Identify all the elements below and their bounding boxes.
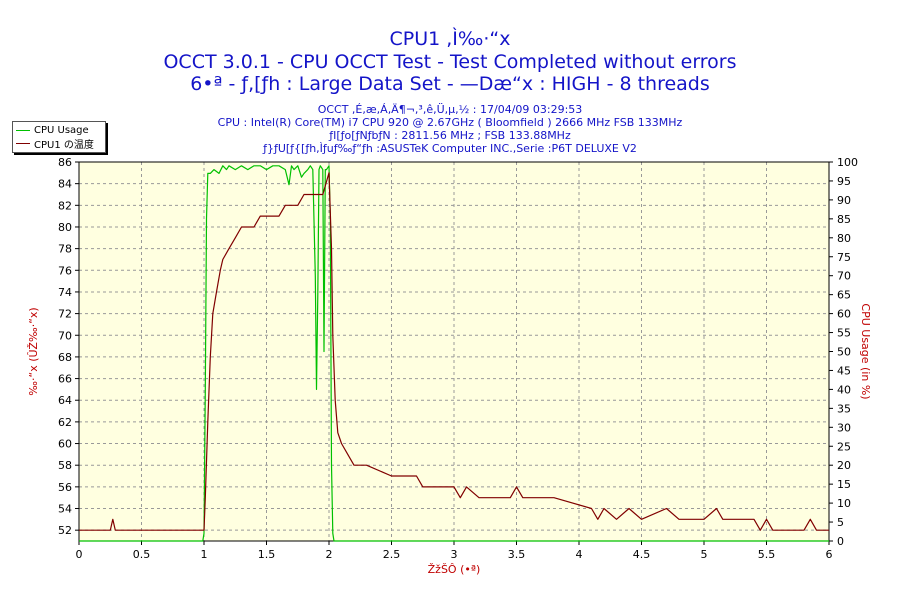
y-left-tick-label-16: 84 xyxy=(58,178,72,191)
chart-title: CPU1 ,Ì‰·“x xyxy=(389,28,511,50)
series-line-cpu-temp xyxy=(79,172,829,531)
chart-legend: CPU Usage CPU1 の温度 xyxy=(12,121,106,153)
y-left-tick-label-1: 54 xyxy=(58,503,72,516)
chart-subtitle-test: OCCT 3.0.1 - CPU OCCT Test - Test Comple… xyxy=(163,51,737,73)
y-right-tick-label-11: 55 xyxy=(837,327,851,340)
info-timestamp: OCCT ,É,æ,Á,Ä¶¬,³,ê,Ü,µ,½ : 17/04/09 03:… xyxy=(317,103,583,116)
x-axis-label: ŽžŠÔ (•ª) xyxy=(428,563,481,576)
y-left-tick-label-9: 70 xyxy=(58,329,72,342)
x-tick-label-11: 5.5 xyxy=(758,548,776,561)
x-tick-label-3: 1.5 xyxy=(258,548,276,561)
x-tick-label-10: 5 xyxy=(701,548,708,561)
y-right-tick-label-3: 15 xyxy=(837,478,851,491)
y-left-tick-label-13: 78 xyxy=(58,243,72,256)
y-right-tick-label-20: 100 xyxy=(837,156,858,169)
y-right-tick-label-13: 65 xyxy=(837,289,851,302)
y-left-tick-label-4: 60 xyxy=(58,438,72,451)
x-tick-label-8: 4 xyxy=(576,548,583,561)
y-right-tick-label-6: 30 xyxy=(837,421,851,434)
x-tick-label-12: 6 xyxy=(826,548,833,561)
y-left-tick-label-12: 76 xyxy=(58,264,72,277)
y-right-tick-label-16: 80 xyxy=(837,232,851,245)
legend-swatch-cpu-usage xyxy=(16,129,30,131)
y-right-tick-label-8: 40 xyxy=(837,383,851,396)
info-motherboard: ƒ}ƒU[ƒ{[ƒh,Ìƒuƒ‰ƒ“ƒh :ASUSTeK Computer I… xyxy=(263,142,637,155)
legend-swatch-cpu-temp xyxy=(16,142,30,144)
info-overclock: ƒI[ƒo[ƒNƒbƒN : 2811.56 MHz ; FSB 133.88M… xyxy=(329,129,571,142)
legend-label-cpu-usage: CPU Usage xyxy=(34,124,89,136)
y-left-tick-label-15: 82 xyxy=(58,199,72,212)
y-left-tick-label-2: 56 xyxy=(58,481,72,494)
y-right-tick-label-19: 95 xyxy=(837,175,851,188)
x-tick-label-7: 3.5 xyxy=(508,548,526,561)
y-left-tick-label-14: 80 xyxy=(58,221,72,234)
y-left-tick-label-6: 64 xyxy=(58,394,72,407)
y-right-tick-label-12: 60 xyxy=(837,308,851,321)
y-right-tick-label-17: 85 xyxy=(837,213,851,226)
y-right-tick-label-14: 70 xyxy=(837,270,851,283)
y-right-tick-label-15: 75 xyxy=(837,251,851,264)
y-right-tick-label-18: 90 xyxy=(837,194,851,207)
y-left-tick-label-8: 68 xyxy=(58,351,72,364)
y-right-tick-label-10: 50 xyxy=(837,346,851,359)
legend-item-cpu-usage: CPU Usage xyxy=(16,124,89,136)
y-right-tick-label-0: 0 xyxy=(837,535,844,548)
x-tick-label-1: 0.5 xyxy=(133,548,151,561)
legend-item-cpu-temp: CPU1 の温度 xyxy=(16,137,94,151)
x-tick-label-9: 4.5 xyxy=(633,548,651,561)
legend-label-cpu-temp: CPU1 の温度 xyxy=(34,139,94,151)
y-left-tick-label-0: 52 xyxy=(58,524,72,537)
y-right-tick-label-5: 25 xyxy=(837,440,851,453)
x-tick-label-5: 2.5 xyxy=(383,548,401,561)
x-tick-label-4: 2 xyxy=(326,548,333,561)
y-left-tick-label-17: 86 xyxy=(58,156,72,169)
y-right-tick-label-1: 5 xyxy=(837,516,844,529)
chart-subtitle-mode: 6•ª - ƒ,[ƒh : Large Data Set - —Dæ“x : H… xyxy=(190,73,710,95)
y-right-tick-label-7: 35 xyxy=(837,402,851,415)
y-right-tick-label-9: 45 xyxy=(837,364,851,377)
y-axis-left-label: ‰·“x (ÛŽ‰·“x) xyxy=(27,307,40,395)
y-left-tick-label-11: 74 xyxy=(58,286,72,299)
y-right-tick-label-4: 20 xyxy=(837,459,851,472)
series-line-cpu-usage xyxy=(79,165,829,542)
y-left-tick-label-7: 66 xyxy=(58,373,72,386)
x-tick-label-0: 0 xyxy=(76,548,83,561)
x-tick-label-2: 1 xyxy=(201,548,208,561)
y-axis-right-label: CPU Usage (in %) xyxy=(859,303,872,399)
y-right-tick-label-2: 10 xyxy=(837,497,851,510)
y-left-tick-label-10: 72 xyxy=(58,308,72,321)
y-left-tick-label-3: 58 xyxy=(58,459,72,472)
y-left-tick-label-5: 62 xyxy=(58,416,72,429)
x-tick-label-6: 3 xyxy=(451,548,458,561)
info-cpu: CPU : Intel(R) Core(TM) i7 CPU 920 @ 2.6… xyxy=(217,116,683,129)
